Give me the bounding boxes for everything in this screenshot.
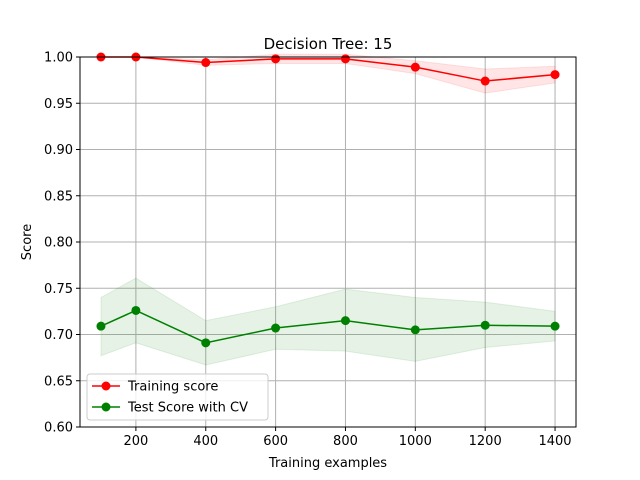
- series-line-0: [100, 56, 556, 82]
- axis-ticks: 200 400 600 800 1000 1200 1400 0.60 0.65 0.70 0.75…: [44, 51, 572, 450]
- data-point: [550, 70, 560, 80]
- x-axis-title: Training examples: [268, 456, 387, 471]
- x-tick-label: 1400: [538, 434, 571, 449]
- y-tick-label: 0.65: [44, 374, 73, 389]
- legend-label: Test Score with CV: [127, 401, 248, 416]
- data-point: [340, 316, 350, 326]
- data-point: [480, 76, 490, 86]
- y-tick-label: 0.75: [44, 282, 73, 297]
- data-point: [550, 321, 560, 331]
- data-point: [340, 54, 350, 64]
- x-tick-label: 1200: [469, 434, 502, 449]
- x-tick-label: 200: [123, 434, 148, 449]
- data-point: [271, 323, 281, 333]
- y-axis-title: Score: [20, 224, 35, 260]
- y-tick-label: 0.80: [44, 236, 73, 251]
- confidence-band-1: [100, 277, 556, 366]
- y-tick-label: 0.70: [44, 328, 73, 343]
- data-point: [271, 54, 281, 64]
- y-tick-label: 0.85: [44, 189, 73, 204]
- data-point: [410, 325, 420, 335]
- x-tick-label: 800: [333, 434, 358, 449]
- x-tick-label: 1000: [399, 434, 432, 449]
- legend-swatch-marker: [101, 381, 111, 391]
- x-tick-label: 600: [263, 434, 288, 449]
- y-tick-label: 0.60: [44, 421, 73, 436]
- y-tick-label: 0.95: [44, 97, 73, 112]
- data-point: [480, 320, 490, 330]
- data-point: [201, 338, 211, 348]
- series-line-1: [100, 309, 556, 344]
- x-tick-label: 400: [193, 434, 218, 449]
- legend-swatch-marker: [101, 402, 111, 412]
- data-point: [96, 321, 106, 331]
- legend-label: Training score: [127, 380, 218, 395]
- y-tick-label: 1.00: [44, 51, 73, 66]
- legend: Training score Test Score with CV: [86, 373, 269, 421]
- data-point: [201, 58, 211, 68]
- series-lines: [100, 56, 556, 344]
- legend-box: [86, 373, 269, 421]
- data-point: [410, 62, 420, 72]
- data-point: [131, 305, 141, 315]
- y-tick-label: 0.90: [44, 143, 73, 158]
- chart-title: Decision Tree: 15: [264, 35, 393, 53]
